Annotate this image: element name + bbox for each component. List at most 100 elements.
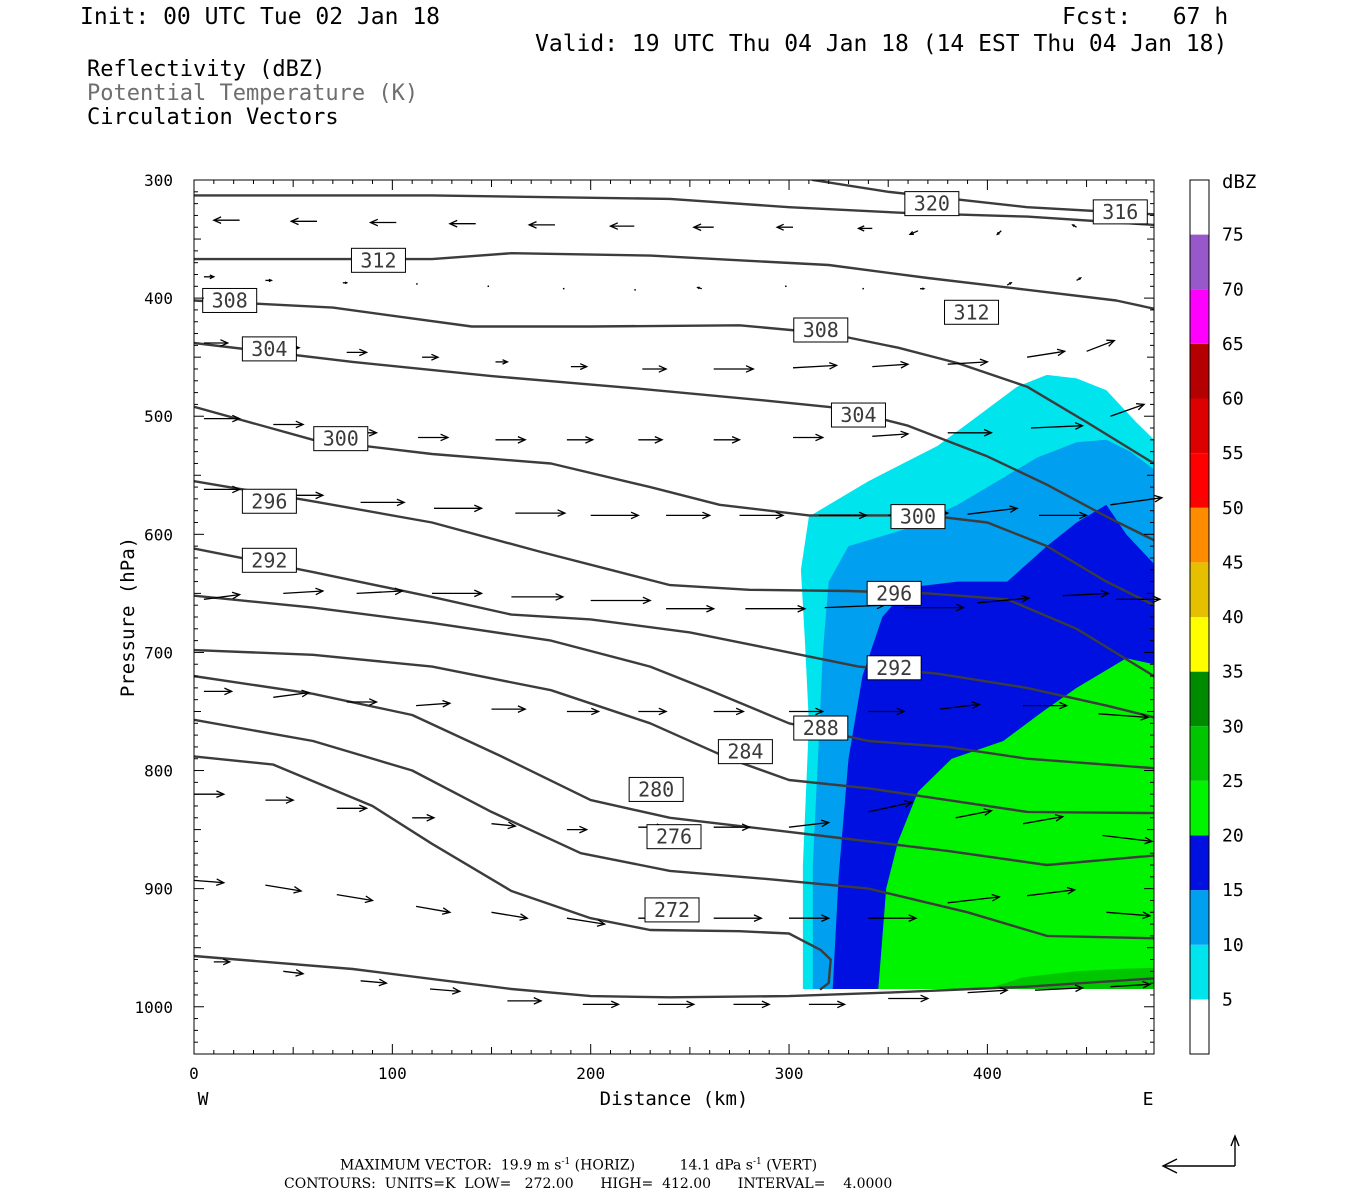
wind-vector-head <box>315 491 325 500</box>
wind-vector-head <box>1074 422 1085 430</box>
wind-vector-head <box>585 436 595 444</box>
wind-vector-head <box>440 433 450 442</box>
wind-vector-head <box>658 707 668 716</box>
wind-vector-shaft <box>1062 592 1109 597</box>
wind-vector <box>415 905 452 915</box>
wind-vector <box>967 505 1019 515</box>
theta-label-text: 300 <box>323 427 359 451</box>
vert-tag: (VERT) <box>766 1157 818 1174</box>
wind-vector-shaft <box>203 593 240 600</box>
x-tick-label: 400 <box>973 1064 1002 1083</box>
theta-label: 292 <box>866 655 922 681</box>
wind-vector-head <box>442 699 452 708</box>
wind-vector <box>194 790 226 798</box>
wind-vector-head <box>295 969 305 977</box>
x-tick-label: 300 <box>775 1064 804 1083</box>
wind-vector <box>818 511 868 520</box>
wind-vector-head <box>368 218 379 227</box>
wind-vector <box>888 994 930 1003</box>
wind-vector-head <box>1074 984 1085 993</box>
theta-contour-296 <box>194 480 1154 678</box>
wind-vector <box>582 1000 621 1009</box>
wind-vector <box>1098 713 1150 721</box>
wind-vector <box>947 893 1001 904</box>
wind-vector-head <box>741 823 751 832</box>
colorbar-label: 10 <box>1222 935 1244 956</box>
wind-vector-head <box>1142 980 1152 989</box>
wind-vector-head <box>1152 595 1162 604</box>
theta-label-box <box>866 580 922 606</box>
theta-label: 300 <box>890 504 946 530</box>
theta-label-box <box>890 504 946 530</box>
wind-vector <box>203 591 242 600</box>
field-vectors-label: Circulation Vectors <box>87 105 339 130</box>
wind-vector <box>283 587 325 596</box>
init-time: Init: 00 UTC Tue 02 Jan 18 <box>80 4 441 30</box>
wind-vector-head <box>658 365 668 373</box>
wind-vector-shaft <box>939 703 980 710</box>
y-axis-title: Pressure (hPa) <box>117 537 139 697</box>
wind-vector-head <box>289 217 299 226</box>
theta-label: 280 <box>628 776 684 802</box>
horiz-unit-exp: -1 <box>561 1157 571 1167</box>
wind-vector <box>346 348 369 357</box>
wind-vector <box>1086 339 1116 352</box>
wind-vector <box>336 893 375 904</box>
wind-vector <box>792 361 839 370</box>
wind-vector-head <box>301 689 311 698</box>
wind-vector-shaft <box>947 896 1000 904</box>
theta-label: 276 <box>646 824 702 850</box>
theta-label-text: 304 <box>840 403 876 427</box>
wind-vector <box>1027 886 1077 897</box>
wind-vector-head <box>642 596 652 605</box>
wind-vector-head <box>1106 339 1116 347</box>
wind-vector-head <box>775 223 784 231</box>
wind-vector <box>265 796 295 804</box>
theta-label: 304 <box>830 402 886 428</box>
wind-vector <box>422 353 440 361</box>
wind-vector-head <box>922 287 926 290</box>
theta-label-box <box>793 317 849 343</box>
wind-vector <box>289 217 317 226</box>
theta-label: 284 <box>717 739 773 765</box>
y-tick-label: 800 <box>144 762 173 781</box>
wind-vector-head <box>426 813 436 822</box>
colorbar-label: 55 <box>1222 443 1244 464</box>
wind-vector-head <box>231 591 242 600</box>
wind-vector-head <box>904 800 914 808</box>
wind-vector <box>273 420 305 429</box>
theta-label-box <box>830 402 886 428</box>
wind-vector <box>515 509 567 517</box>
colorbar-swatch <box>1190 453 1209 508</box>
theta-label-text: 308 <box>803 318 839 342</box>
wind-vector <box>265 278 274 283</box>
wind-vector-shaft <box>283 970 304 975</box>
wind-vector-head <box>502 359 509 365</box>
wind-vector-head <box>908 914 918 922</box>
x-tick-label: 200 <box>576 1064 605 1083</box>
colorbar-swatch <box>1190 398 1209 454</box>
wind-vector <box>360 498 406 507</box>
theta-label: 272 <box>644 897 700 923</box>
colorbar-swatch <box>1190 562 1209 617</box>
wind-vector-head <box>232 485 242 494</box>
wind-vector <box>213 958 232 966</box>
y-tick-label: 900 <box>144 880 173 899</box>
colorbar-label: 30 <box>1222 716 1244 737</box>
wind-vector-head <box>394 587 404 596</box>
theta-label-box <box>313 426 369 452</box>
wind-vector-head <box>579 825 589 834</box>
wind-vector <box>495 436 527 444</box>
wind-vector-head <box>1021 594 1031 603</box>
wind-vector <box>1039 511 1089 520</box>
wind-vector <box>608 222 635 230</box>
wind-vector-shaft <box>977 597 1030 604</box>
colorbar-swatch <box>1190 890 1209 945</box>
wind-vector-head <box>856 225 865 232</box>
wind-vector <box>1110 980 1152 989</box>
theta-label-box <box>202 287 258 313</box>
wind-vector-shaft <box>429 988 460 993</box>
theta-label-box <box>717 739 773 765</box>
y-tick-label: 300 <box>144 171 173 190</box>
y-tick-label: 400 <box>144 289 173 308</box>
